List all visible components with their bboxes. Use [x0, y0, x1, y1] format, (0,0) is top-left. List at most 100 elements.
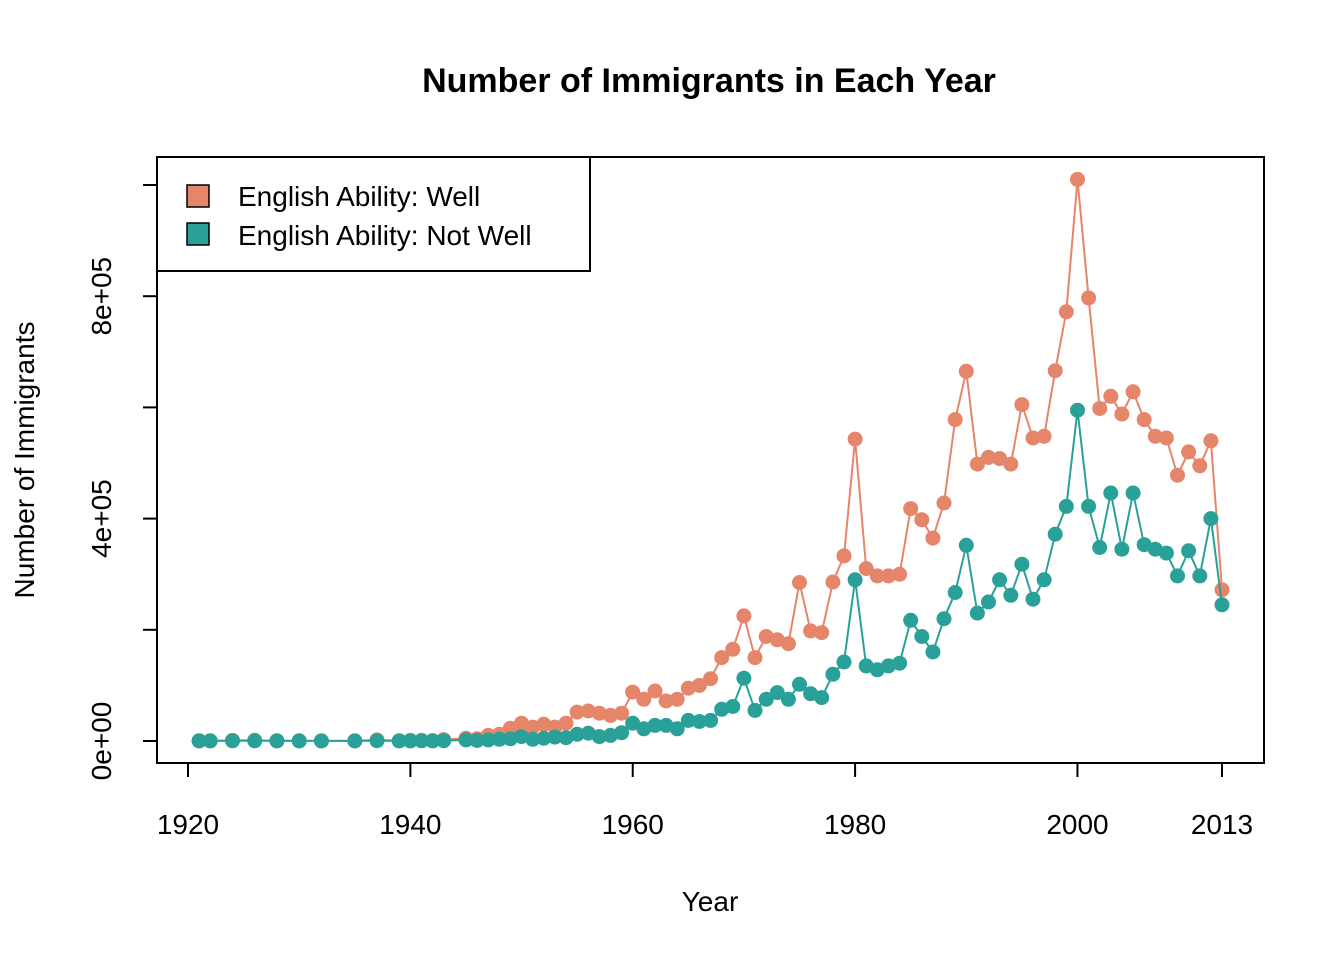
data-point	[1070, 402, 1085, 418]
data-point	[1181, 444, 1197, 460]
data-point	[947, 412, 963, 428]
data-point	[202, 733, 218, 749]
data-point	[1114, 406, 1130, 422]
data-point	[1158, 545, 1174, 561]
data-point	[313, 733, 329, 749]
y-tick-label: 4e+05	[86, 479, 117, 558]
x-axis: 1920 1940 1960 1980 2000 2013	[157, 762, 1253, 840]
data-point	[614, 725, 630, 741]
data-point	[1070, 171, 1085, 187]
legend-swatch-well	[186, 184, 210, 208]
data-point	[1125, 485, 1141, 501]
data-point	[936, 611, 952, 627]
data-point	[1092, 401, 1108, 416]
series-layer	[191, 171, 1230, 749]
data-point	[469, 732, 485, 748]
data-point	[836, 654, 852, 670]
data-point	[747, 650, 763, 666]
data-point	[1136, 412, 1152, 428]
data-point	[525, 731, 541, 747]
data-point	[547, 729, 563, 745]
data-point	[958, 537, 974, 553]
data-point	[291, 733, 307, 749]
data-point	[769, 685, 785, 701]
x-tick-label: 1980	[824, 809, 886, 840]
x-tick-label: 2000	[1046, 809, 1108, 840]
data-point	[1025, 591, 1041, 607]
data-point	[969, 605, 985, 621]
data-point	[425, 733, 441, 749]
data-point	[780, 691, 796, 707]
data-point	[814, 625, 830, 641]
data-point	[1181, 543, 1197, 559]
data-point	[1114, 541, 1130, 557]
data-point	[825, 574, 841, 590]
data-point	[1214, 597, 1230, 613]
data-point	[925, 530, 941, 546]
data-point	[680, 712, 696, 728]
y-tick-label: 0e+00	[86, 702, 117, 781]
x-axis-label: Year	[682, 886, 739, 917]
data-point	[814, 690, 830, 706]
data-point	[847, 572, 863, 588]
data-point	[969, 456, 985, 472]
data-point	[191, 733, 207, 749]
legend: English Ability: Well English Ability: N…	[156, 156, 591, 272]
data-point	[580, 703, 596, 719]
data-point	[269, 733, 285, 749]
data-point	[603, 707, 618, 723]
data-point	[981, 594, 996, 610]
data-point	[225, 733, 240, 749]
x-tick-label: 1940	[379, 809, 441, 840]
data-point	[591, 729, 607, 745]
data-point	[1058, 498, 1074, 514]
data-point	[591, 705, 607, 721]
data-point	[514, 729, 529, 745]
data-point	[1036, 572, 1052, 588]
data-point	[1192, 458, 1208, 474]
data-point	[247, 733, 263, 749]
data-point	[981, 449, 996, 465]
data-point	[736, 608, 752, 624]
data-point	[1014, 556, 1030, 572]
data-point	[636, 691, 652, 707]
legend-label-not-well: English Ability: Not Well	[238, 220, 532, 251]
data-point	[792, 575, 807, 590]
data-point	[1103, 485, 1119, 501]
data-point	[1081, 498, 1097, 514]
data-point	[881, 568, 896, 584]
data-point	[1092, 540, 1108, 555]
data-point	[792, 676, 807, 692]
data-point	[1025, 430, 1041, 446]
data-point	[958, 363, 974, 379]
data-point	[703, 712, 719, 728]
data-point	[691, 714, 707, 729]
data-point	[1047, 363, 1063, 379]
data-point	[1081, 290, 1097, 306]
data-point	[1103, 388, 1119, 404]
data-point	[758, 691, 774, 707]
data-point	[1003, 456, 1019, 472]
y-axis-label: Number of Immigrants	[9, 322, 40, 599]
data-point	[825, 666, 841, 682]
data-point	[858, 561, 874, 577]
y-axis: 0e+00 4e+05 8e+05	[86, 184, 158, 781]
data-point	[1203, 511, 1219, 527]
data-point	[614, 705, 630, 721]
data-point	[436, 733, 452, 749]
data-point	[914, 512, 930, 528]
data-point	[714, 650, 730, 666]
data-point	[836, 548, 852, 564]
data-point	[1036, 428, 1052, 444]
data-point	[725, 641, 741, 657]
data-point	[736, 670, 752, 686]
series-line	[199, 410, 1223, 742]
data-point	[803, 623, 819, 639]
data-point	[391, 733, 407, 749]
data-point	[458, 732, 474, 748]
x-tick-label: 2013	[1191, 809, 1253, 840]
data-point	[1158, 430, 1174, 446]
data-point	[847, 431, 863, 447]
data-point	[669, 691, 685, 707]
